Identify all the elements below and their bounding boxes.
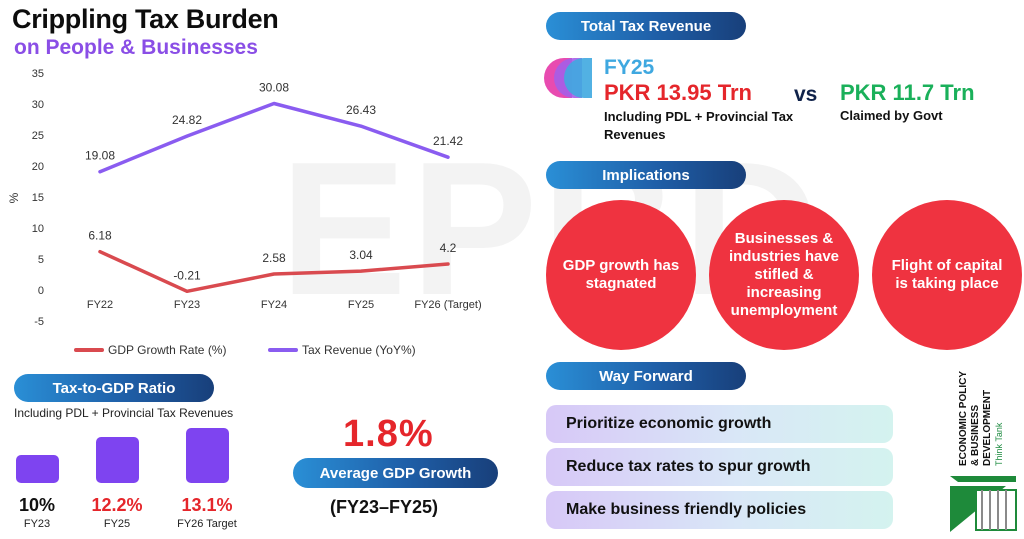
- y-tick-label: 35: [32, 68, 44, 80]
- data-label: 2.58: [262, 251, 286, 265]
- data-point: [446, 262, 450, 266]
- data-point: [185, 289, 189, 293]
- data-label: 6.18: [88, 229, 112, 243]
- data-point: [446, 155, 450, 159]
- y-tick-label: 0: [38, 285, 44, 297]
- y-tick-label: 5: [38, 254, 44, 266]
- legend-label-1: GDP Growth Rate (%): [108, 343, 226, 357]
- way-forward-item-2: Reduce tax rates to spur growth: [546, 448, 893, 486]
- y-tick-label: 15: [32, 192, 44, 204]
- total-revenue-amount: PKR 13.95 Trn: [604, 80, 752, 105]
- data-label: 30.08: [259, 81, 289, 95]
- tax-to-gdp-bar: [186, 428, 229, 483]
- x-tick-label: FY24: [261, 299, 287, 311]
- data-point: [98, 170, 102, 174]
- implication-circle-2: Businesses & industries have stifled & i…: [709, 200, 859, 350]
- claimed-revenue-amount: PKR 11.7 Trn: [840, 80, 975, 105]
- data-label: 24.82: [172, 113, 202, 127]
- series-line-2: [98, 101, 450, 174]
- data-point: [272, 102, 276, 106]
- y-tick-label: 25: [32, 130, 44, 142]
- avg-gdp-growth-pill: Average GDP Growth: [293, 458, 498, 488]
- way-forward-pill: Way Forward: [546, 362, 746, 390]
- claimed-revenue-note: Claimed by Govt: [840, 108, 943, 123]
- total-revenue-note: Including PDL + Provincial Tax Revenues: [604, 109, 794, 142]
- tax-to-gdp-bar: [16, 455, 59, 483]
- y-tick-label: 10: [32, 223, 44, 235]
- data-label: 19.08: [85, 149, 115, 163]
- implications-pill: Implications: [546, 161, 746, 189]
- tax-to-gdp-value: 12.2%: [91, 495, 143, 515]
- data-label: 26.43: [346, 103, 376, 117]
- data-label: -0.21: [173, 268, 201, 282]
- y-tick-label: -5: [34, 316, 44, 328]
- tax-to-gdp-pill: Tax-to-GDP Ratio: [14, 374, 214, 402]
- tax-to-gdp-value: 10%: [18, 495, 56, 515]
- vs-label: vs: [794, 83, 818, 106]
- x-tick-label: FY22: [87, 299, 113, 311]
- tax-to-gdp-note: Including PDL + Provincial Tax Revenues: [14, 406, 234, 420]
- total-tax-revenue-pill: Total Tax Revenue: [546, 12, 746, 40]
- logo-tagline: Think Tank: [994, 422, 1004, 466]
- x-tick-label: FY25: [348, 299, 374, 311]
- tax-to-gdp-value: 13.1%: [181, 495, 233, 515]
- fy-label: FY25: [604, 56, 655, 79]
- legend-label-2: Tax Revenue (YoY%): [302, 343, 416, 357]
- data-point: [272, 272, 276, 276]
- logo-org-line1: ECONOMIC POLICY: [958, 371, 969, 466]
- tax-to-gdp-label: FY26 Target: [177, 518, 237, 530]
- data-label: 21.42: [433, 134, 463, 148]
- avg-gdp-growth-value: 1.8%: [343, 413, 434, 455]
- data-point: [359, 269, 363, 273]
- data-point: [185, 134, 189, 138]
- way-forward-item-3: Make business friendly policies: [546, 491, 893, 529]
- page-subtitle: on People & Businesses: [14, 36, 258, 59]
- data-point: [98, 250, 102, 254]
- x-tick-label: FY23: [174, 299, 200, 311]
- logo-mark-icon: [950, 476, 1017, 532]
- page-title: Crippling Tax Burden: [12, 4, 279, 34]
- logo-org-line3: DEVELOPMENT: [982, 390, 993, 466]
- data-label: 3.04: [349, 248, 373, 262]
- avg-gdp-growth-period: (FY23–FY25): [330, 497, 439, 517]
- data-point: [359, 124, 363, 128]
- y-tick-label: 30: [32, 99, 44, 111]
- tax-to-gdp-label: FY25: [103, 518, 131, 530]
- line-chart: 35 30 25 20 15 10 5 0 -5% FY22 FY23 FY24 FY25 FY26 (T…: [7, 68, 482, 357]
- logo-org-line2: & BUSINESS: [970, 405, 981, 466]
- epbd-logo: ECONOMIC POLICY & BUSINESS DEVELOPMENT T…: [950, 371, 1017, 532]
- tax-to-gdp-bar: [96, 437, 139, 483]
- x-tick-label: FY26 (Target): [414, 299, 481, 311]
- data-label: 4.2: [440, 241, 457, 255]
- y-axis-label: %: [7, 192, 21, 203]
- y-tick-label: 20: [32, 161, 44, 173]
- implication-circle-3: Flight of capital is taking place: [872, 200, 1022, 350]
- implication-circle-1: GDP growth has stagnated: [546, 200, 696, 350]
- tax-to-gdp-label: FY23: [23, 518, 51, 530]
- fy-logo-icon: [544, 58, 592, 98]
- way-forward-item-1: Prioritize economic growth: [546, 405, 893, 443]
